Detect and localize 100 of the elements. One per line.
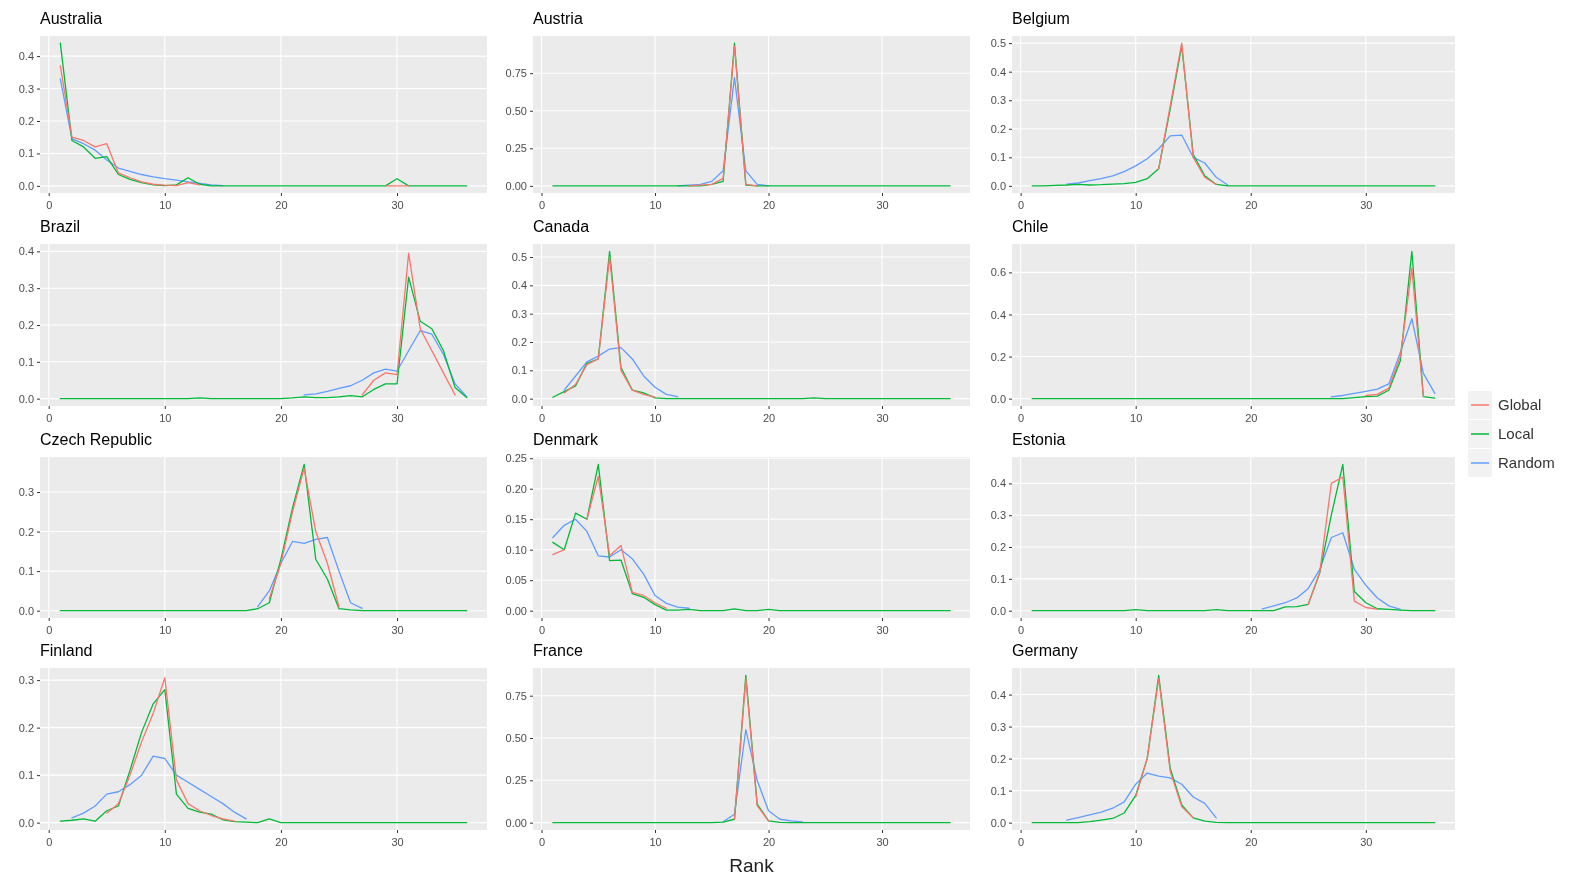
x-tick-label: 30 [391, 623, 404, 636]
x-tick-label: 20 [275, 623, 288, 636]
y-tick-label: 0.2 [990, 752, 1006, 765]
line-series [733, 678, 770, 822]
y-tick-label: 0.5 [990, 37, 1006, 50]
y-tick-label: 0.4 [990, 65, 1006, 78]
chart-title: Denmark [533, 431, 599, 448]
y-tick-label: 0.3 [18, 282, 34, 295]
line-series [1031, 45, 1436, 187]
x-tick-label: 0 [46, 623, 53, 636]
y-tick-label: 0.0 [990, 392, 1006, 405]
x-tick-label: 0 [538, 835, 546, 848]
line-series [552, 518, 690, 609]
y-tick-label: 0.50 [505, 104, 527, 117]
y-tick-label: 0.3 [511, 307, 527, 320]
y-tick-label: 0.2 [18, 115, 34, 128]
line-series [1365, 267, 1425, 398]
line-series [59, 276, 468, 400]
x-tick-label: 20 [275, 835, 288, 848]
x-tick-label: 20 [762, 198, 776, 211]
y-tick-label: 0.25 [505, 452, 527, 465]
line-series [1031, 250, 1436, 400]
y-tick-label: 0.0 [18, 179, 34, 192]
y-tick-label: 0.05 [505, 574, 527, 587]
y-tick-label: 0.2 [18, 319, 34, 332]
x-tick-label: 10 [649, 198, 662, 211]
line-series [1135, 677, 1194, 819]
line-series [257, 536, 363, 609]
y-tick-label: 0.75 [505, 689, 527, 702]
x-tick-label: 30 [1360, 198, 1373, 211]
x-tick-label: 30 [391, 198, 404, 211]
line-series [1158, 42, 1217, 186]
y-tick-label: 0.0 [18, 604, 34, 617]
y-tick-label: 0.00 [505, 179, 527, 192]
y-tick-label: 0.3 [990, 94, 1006, 107]
line-series [59, 463, 468, 612]
y-tick-label: 0.00 [505, 604, 527, 617]
x-tick-label: 30 [876, 198, 889, 211]
y-tick-label: 0.2 [511, 336, 527, 349]
x-tick-label: 10 [649, 835, 662, 848]
line-series [1031, 674, 1436, 824]
x-tick-label: 30 [391, 835, 404, 848]
x-tick-label: 0 [1018, 198, 1025, 211]
x-tick-label: 20 [1245, 198, 1258, 211]
chart-title: Australia [40, 10, 103, 27]
y-tick-label: 0.2 [990, 541, 1006, 554]
y-tick-label: 0.2 [990, 122, 1006, 135]
x-tick-label: 10 [1130, 198, 1143, 211]
chart-title: France [533, 642, 583, 659]
x-tick-label: 20 [275, 198, 288, 211]
chart-title: Czech Republic [40, 431, 153, 448]
x-tick-label: 0 [46, 198, 53, 211]
line-series [361, 252, 456, 396]
y-tick-label: 0.4 [18, 245, 34, 258]
x-tick-label: 30 [391, 411, 404, 424]
x-tick-label: 0 [1018, 623, 1025, 636]
y-tick-label: 0.6 [990, 266, 1006, 279]
x-tick-label: 20 [275, 411, 288, 424]
legend-label: Global [1498, 396, 1542, 413]
chart-title: Belgium [1012, 10, 1070, 27]
x-tick-label: 10 [1130, 411, 1143, 424]
x-tick-label: 30 [1360, 623, 1373, 636]
line-series [563, 347, 679, 398]
y-tick-label: 0.0 [18, 816, 34, 829]
x-tick-label: 10 [159, 835, 172, 848]
y-tick-label: 0.0 [990, 816, 1006, 829]
x-tick-label: 30 [1360, 835, 1373, 848]
y-tick-label: 0.5 [511, 251, 527, 264]
line-series [1330, 318, 1436, 398]
x-tick-label: 20 [762, 623, 776, 636]
y-tick-label: 0.25 [505, 774, 527, 787]
x-tick-label: 0 [46, 411, 53, 424]
y-tick-label: 0.3 [18, 486, 34, 499]
y-tick-label: 0.20 [505, 482, 527, 495]
y-tick-label: 0.0 [18, 392, 34, 405]
y-tick-label: 0.00 [505, 816, 527, 829]
x-tick-label: 0 [1018, 835, 1025, 848]
line-series [1261, 532, 1401, 611]
line-series [59, 688, 468, 824]
line-series [722, 728, 804, 823]
y-tick-label: 0.1 [511, 364, 527, 377]
line-series [106, 677, 236, 822]
x-tick-label: 30 [876, 623, 889, 636]
legend-label: Local [1498, 425, 1534, 442]
chart-title: Finland [40, 642, 93, 659]
y-tick-label: 0.4 [511, 279, 527, 292]
x-tick-label: 0 [1018, 411, 1025, 424]
y-tick-label: 0.2 [18, 525, 34, 538]
y-tick-label: 0.2 [990, 350, 1006, 363]
x-tick-label: 20 [1245, 623, 1258, 636]
line-series [268, 467, 340, 608]
y-tick-label: 0.3 [18, 82, 34, 95]
line-series [303, 329, 468, 398]
x-axis-title: Rank [729, 855, 775, 876]
y-tick-label: 0.1 [18, 355, 34, 368]
x-tick-label: 20 [1245, 835, 1258, 848]
legend-label: Random [1498, 454, 1555, 471]
x-tick-label: 0 [538, 411, 546, 424]
y-tick-label: 0.10 [505, 543, 527, 556]
y-tick-label: 0.15 [505, 513, 527, 526]
